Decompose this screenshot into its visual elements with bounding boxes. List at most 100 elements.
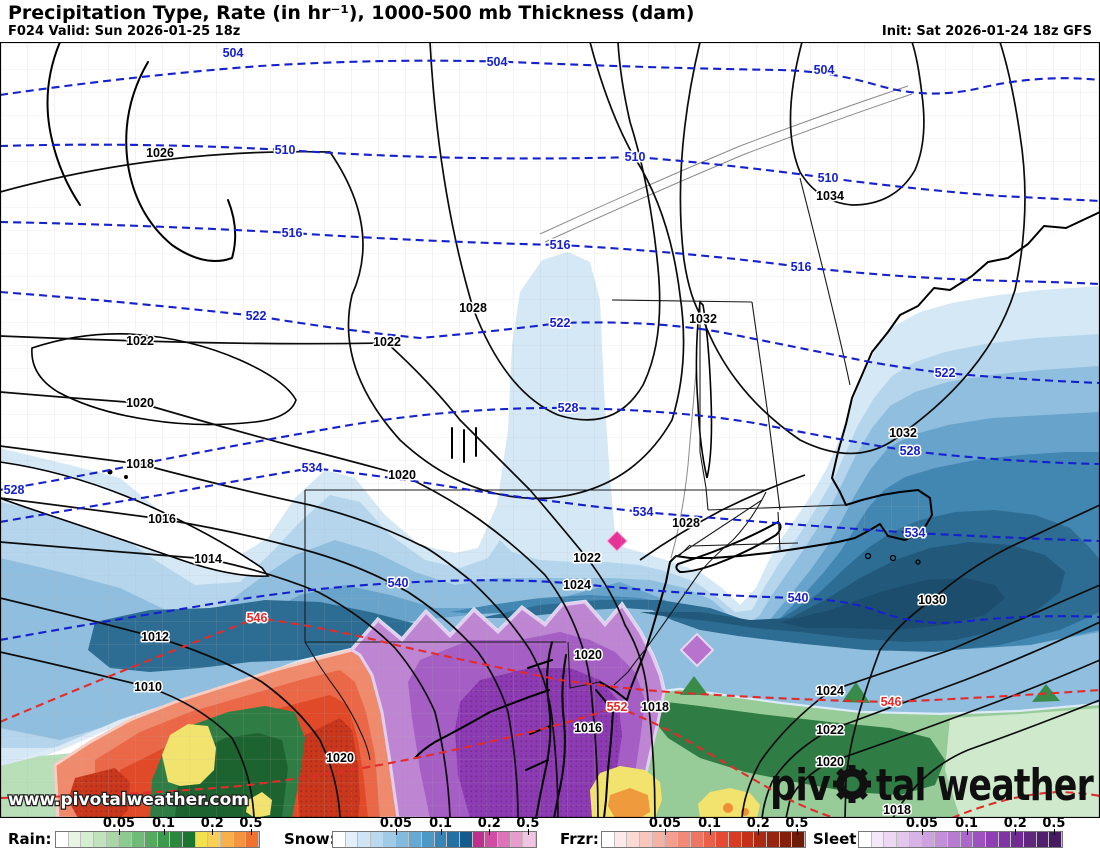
legend-tick-mark xyxy=(440,829,442,835)
legend-cell xyxy=(690,832,704,847)
legend-colorbar-frzr: 0.05 0.1 0.2 0.5 xyxy=(601,816,808,848)
contour-label: 1020 xyxy=(388,468,416,482)
legend-cell xyxy=(884,832,898,847)
contour-label: 534 xyxy=(302,461,323,475)
contour-label: 1020 xyxy=(574,648,602,662)
chesapeake-bay xyxy=(535,641,553,819)
legend-cell xyxy=(716,832,729,847)
legend-cell xyxy=(68,832,82,847)
legend-tick-label: 0.2 xyxy=(746,816,770,831)
legend-tick-label: 0.05 xyxy=(102,816,135,831)
legend-tick-label: 0.5 xyxy=(239,816,263,831)
legend-cell xyxy=(510,832,524,847)
legend-cell xyxy=(935,832,948,847)
legend-tick-mark xyxy=(527,829,529,835)
legend-label-frzr: Frzr: xyxy=(560,830,599,848)
weather-map: 504 504 504 510 510 510 516 516 516 522 … xyxy=(0,41,1100,820)
legend-cell xyxy=(447,832,460,847)
legend-group-snow: Snow: 0.05 0.1 0.2 0.5 xyxy=(284,816,552,850)
legend-colorbar-snow: 0.05 0.1 0.2 0.5 xyxy=(332,816,539,848)
contour-label: 516 xyxy=(791,260,812,274)
contour-label: 1016 xyxy=(148,512,176,526)
legend-cell xyxy=(383,832,397,847)
legend-cell xyxy=(195,832,209,847)
watermark: www.pivotalweather.com xyxy=(8,790,249,810)
legend-cell xyxy=(614,832,628,847)
legend-cell xyxy=(208,832,221,847)
legend-cell xyxy=(1023,832,1037,847)
legend-tick-mark xyxy=(395,829,397,835)
legend-tick-mark xyxy=(1053,829,1055,835)
contour-label: 1012 xyxy=(141,630,169,644)
legend-cell xyxy=(766,832,780,847)
contour-label: 510 xyxy=(625,150,646,164)
legend-cell xyxy=(1011,832,1024,847)
contour-label: 1020 xyxy=(326,751,354,765)
legend-cell xyxy=(523,832,536,847)
legend-cell xyxy=(909,832,923,847)
contour-label: 528 xyxy=(4,483,25,497)
legend-cell xyxy=(922,832,936,847)
legend-tick-mark xyxy=(966,829,968,835)
legend-cell xyxy=(602,832,615,847)
contour-label: 504 xyxy=(814,63,835,77)
legend-label-snow: Snow: xyxy=(284,830,336,848)
contour-label: 1022 xyxy=(373,335,401,349)
legend-tick-mark xyxy=(250,829,252,835)
legend-cell xyxy=(220,832,234,847)
legend-cell xyxy=(170,832,183,847)
legend-cell xyxy=(421,832,435,847)
contour-label: 522 xyxy=(550,316,571,330)
contour-label: 540 xyxy=(788,591,809,605)
contour-label: 1024 xyxy=(563,578,591,592)
thickness-contours xyxy=(0,59,1100,820)
page-title: Precipitation Type, Rate (in hr⁻¹), 1000… xyxy=(8,2,695,24)
contour-label: 1014 xyxy=(194,552,222,566)
legend-cell xyxy=(897,832,910,847)
contour-label: 1030 xyxy=(918,593,946,607)
legend-cell xyxy=(434,832,448,847)
geography xyxy=(0,41,1100,819)
contour-label: 528 xyxy=(900,444,921,458)
legend-cell xyxy=(459,832,473,847)
atlantic-coastline xyxy=(599,211,1100,701)
contour-label: 1020 xyxy=(816,755,844,769)
contour-label: 516 xyxy=(282,226,303,240)
legend-tick-label: 0.5 xyxy=(785,816,809,831)
legend-cell xyxy=(728,832,742,847)
legend-tick-label: 0.05 xyxy=(905,816,938,831)
valid-time-label: F024 Valid: Sun 2026-01-25 18z xyxy=(8,24,241,39)
contour-label: 1022 xyxy=(126,334,154,348)
legend-cell xyxy=(703,832,717,847)
lake-ontario xyxy=(31,332,297,426)
legend-group-sleet: Sleet: 0.05 0.1 0.2 0.5 xyxy=(813,816,1081,850)
legend-cell xyxy=(678,832,691,847)
legend-tick-label: 0.05 xyxy=(648,816,681,831)
contour-label: 1016 xyxy=(574,721,602,735)
legend-cell xyxy=(1036,832,1050,847)
legend-tick-mark xyxy=(1015,829,1017,835)
precip-legend: Rain: 0.05 0.1 0.2 0.5 Snow: 0.05 0.1 0.2 0.5 … xyxy=(0,816,1100,850)
legend-cell xyxy=(871,832,885,847)
contour-label: 522 xyxy=(246,309,267,323)
legend-cell xyxy=(754,832,767,847)
isobars xyxy=(0,41,1100,819)
contour-label: 510 xyxy=(275,143,296,157)
legend-tick-label: 0.1 xyxy=(955,816,979,831)
legend-cell xyxy=(792,832,805,847)
legend-cell xyxy=(333,832,346,847)
legend-cell xyxy=(497,832,511,847)
legend-colorbar-rain: 0.05 0.1 0.2 0.5 xyxy=(55,816,262,848)
contour-label: 534 xyxy=(633,505,654,519)
legend-tick-label: 0.2 xyxy=(477,816,501,831)
legend-cell xyxy=(106,832,120,847)
contour-label: 1032 xyxy=(689,312,717,326)
legend-cell xyxy=(246,832,259,847)
legend-cell xyxy=(485,832,498,847)
legend-cell xyxy=(960,832,974,847)
contour-label: 1020 xyxy=(126,396,154,410)
legend-colorbar-sleet: 0.05 0.1 0.2 0.5 xyxy=(858,816,1065,848)
contour-label: 516 xyxy=(550,238,571,252)
legend-tick-label: 0.2 xyxy=(200,816,224,831)
legend-tick-mark xyxy=(163,829,165,835)
